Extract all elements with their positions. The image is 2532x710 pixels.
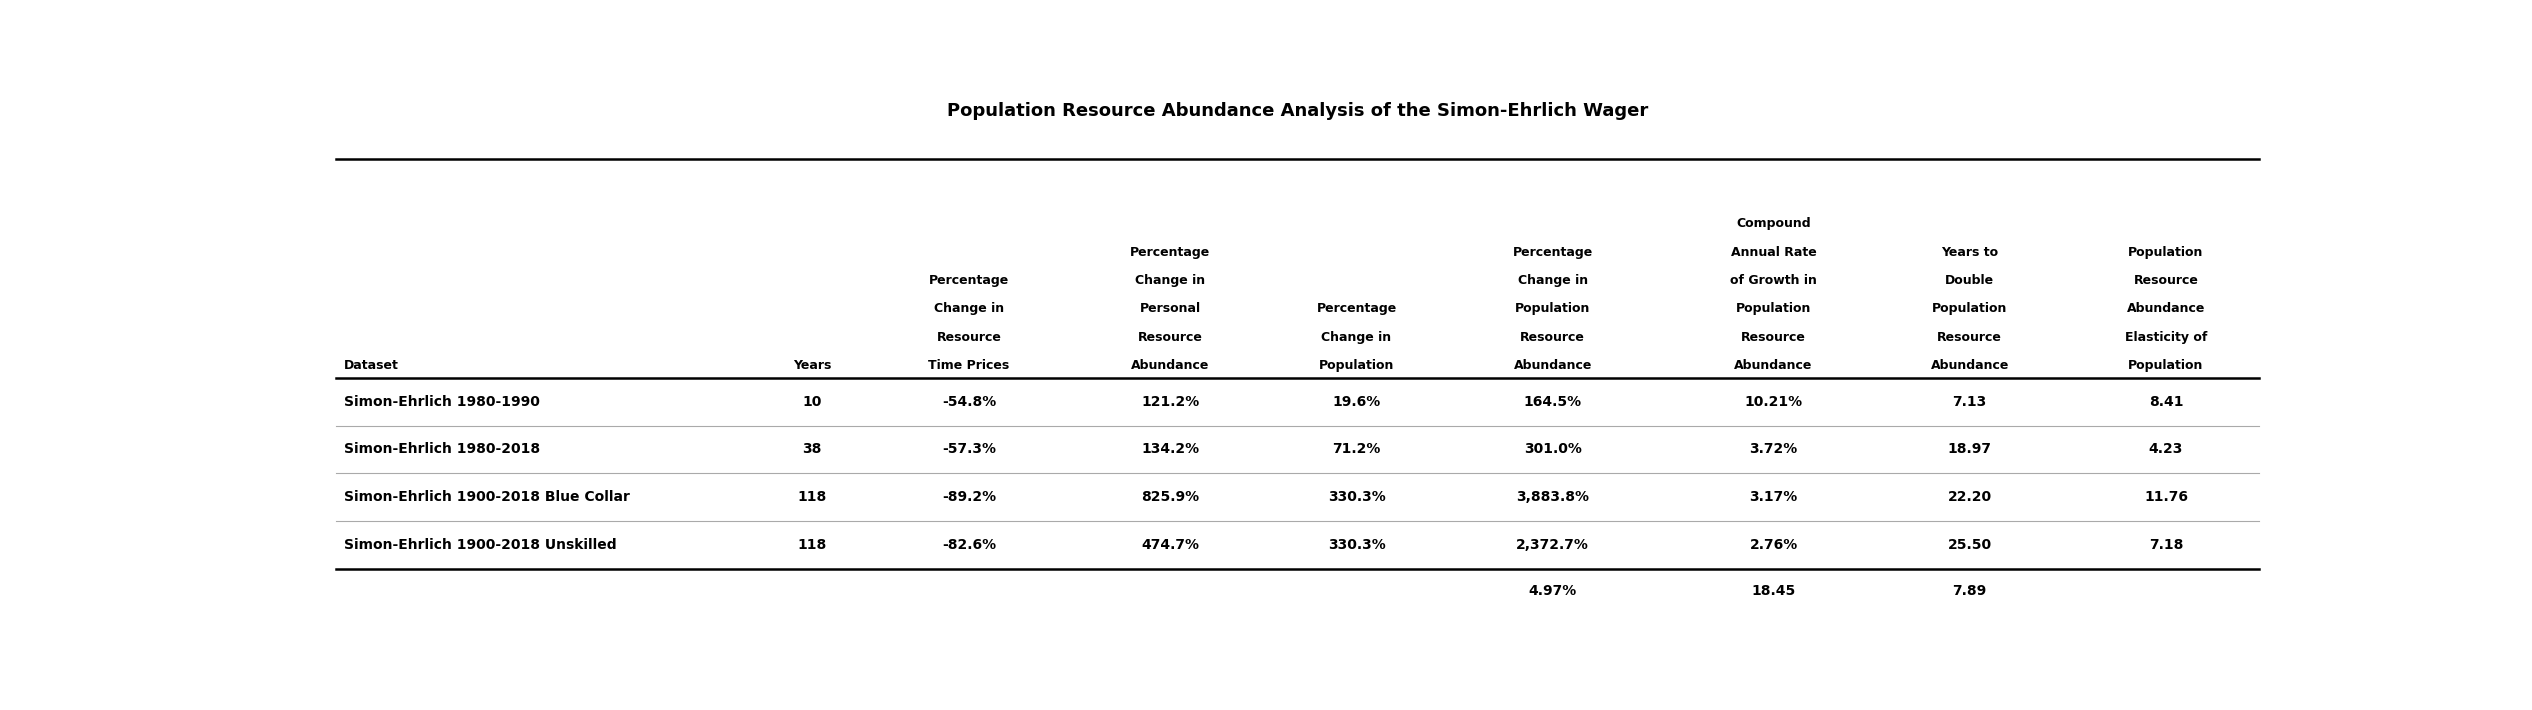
Text: 8.41: 8.41 — [2150, 395, 2183, 408]
Text: Resource: Resource — [1937, 331, 2003, 344]
Text: 22.20: 22.20 — [1947, 491, 1993, 504]
Text: 7.18: 7.18 — [2150, 538, 2183, 552]
Text: Percentage: Percentage — [929, 274, 1010, 287]
Text: -82.6%: -82.6% — [942, 538, 995, 552]
Text: Simon-Ehrlich 1900-2018 Unskilled: Simon-Ehrlich 1900-2018 Unskilled — [344, 538, 618, 552]
Text: Personal: Personal — [1139, 302, 1200, 315]
Text: Dataset: Dataset — [344, 359, 400, 372]
Text: Annual Rate: Annual Rate — [1732, 246, 1815, 258]
Text: Population Resource Abundance Analysis of the Simon-Ehrlich Wager: Population Resource Abundance Analysis o… — [947, 102, 1648, 119]
Text: 825.9%: 825.9% — [1142, 491, 1200, 504]
Text: Elasticity of: Elasticity of — [2124, 331, 2208, 344]
Text: 4.97%: 4.97% — [1529, 584, 1577, 598]
Text: Change in: Change in — [1517, 274, 1588, 287]
Text: Population: Population — [1514, 302, 1590, 315]
Text: -89.2%: -89.2% — [942, 491, 995, 504]
Text: 7.13: 7.13 — [1952, 395, 1988, 408]
Text: Abundance: Abundance — [2127, 302, 2205, 315]
Text: -54.8%: -54.8% — [942, 395, 995, 408]
Text: 474.7%: 474.7% — [1142, 538, 1200, 552]
Text: Resource: Resource — [2134, 274, 2198, 287]
Text: 11.76: 11.76 — [2145, 491, 2188, 504]
Text: 25.50: 25.50 — [1947, 538, 1993, 552]
Text: 19.6%: 19.6% — [1332, 395, 1380, 408]
Text: 7.89: 7.89 — [1952, 584, 1988, 598]
Text: Population: Population — [1319, 359, 1395, 372]
Text: 164.5%: 164.5% — [1524, 395, 1582, 408]
Text: 330.3%: 330.3% — [1327, 538, 1385, 552]
Text: 3.17%: 3.17% — [1750, 491, 1798, 504]
Text: 38: 38 — [803, 442, 823, 457]
Text: Simon-Ehrlich 1980-1990: Simon-Ehrlich 1980-1990 — [344, 395, 539, 408]
Text: 10.21%: 10.21% — [1745, 395, 1803, 408]
Text: Resource: Resource — [1742, 331, 1805, 344]
Text: 4.23: 4.23 — [2150, 442, 2183, 457]
Text: Double: Double — [1945, 274, 1995, 287]
Text: 121.2%: 121.2% — [1142, 395, 1200, 408]
Text: Population: Population — [1737, 302, 1810, 315]
Text: Resource: Resource — [1519, 331, 1585, 344]
Text: Time Prices: Time Prices — [929, 359, 1010, 372]
Text: Compound: Compound — [1737, 217, 1810, 230]
Text: 134.2%: 134.2% — [1142, 442, 1200, 457]
Text: 2.76%: 2.76% — [1750, 538, 1798, 552]
Text: 118: 118 — [798, 538, 825, 552]
Text: Years to: Years to — [1942, 246, 1998, 258]
Text: Abundance: Abundance — [1514, 359, 1593, 372]
Text: -57.3%: -57.3% — [942, 442, 995, 457]
Text: Population: Population — [1932, 302, 2008, 315]
Text: Change in: Change in — [934, 302, 1005, 315]
Text: Population: Population — [2129, 246, 2203, 258]
Text: Abundance: Abundance — [1132, 359, 1210, 372]
Text: Population: Population — [2129, 359, 2203, 372]
Text: of Growth in: of Growth in — [1729, 274, 1818, 287]
Text: 118: 118 — [798, 491, 825, 504]
Text: 10: 10 — [803, 395, 823, 408]
Text: 18.45: 18.45 — [1752, 584, 1795, 598]
Text: 2,372.7%: 2,372.7% — [1517, 538, 1590, 552]
Text: Resource: Resource — [1137, 331, 1203, 344]
Text: Percentage: Percentage — [1129, 246, 1210, 258]
Text: Simon-Ehrlich 1900-2018 Blue Collar: Simon-Ehrlich 1900-2018 Blue Collar — [344, 491, 630, 504]
Text: 18.97: 18.97 — [1947, 442, 1993, 457]
Text: 330.3%: 330.3% — [1327, 491, 1385, 504]
Text: Abundance: Abundance — [1929, 359, 2008, 372]
Text: 3.72%: 3.72% — [1750, 442, 1798, 457]
Text: 301.0%: 301.0% — [1524, 442, 1582, 457]
Text: Resource: Resource — [937, 331, 1000, 344]
Text: 71.2%: 71.2% — [1332, 442, 1380, 457]
Text: Percentage: Percentage — [1317, 302, 1398, 315]
Text: Percentage: Percentage — [1512, 246, 1593, 258]
Text: Change in: Change in — [1322, 331, 1393, 344]
Text: Simon-Ehrlich 1980-2018: Simon-Ehrlich 1980-2018 — [344, 442, 539, 457]
Text: Abundance: Abundance — [1734, 359, 1813, 372]
Text: Change in: Change in — [1134, 274, 1205, 287]
Text: 3,883.8%: 3,883.8% — [1517, 491, 1590, 504]
Text: Years: Years — [793, 359, 830, 372]
